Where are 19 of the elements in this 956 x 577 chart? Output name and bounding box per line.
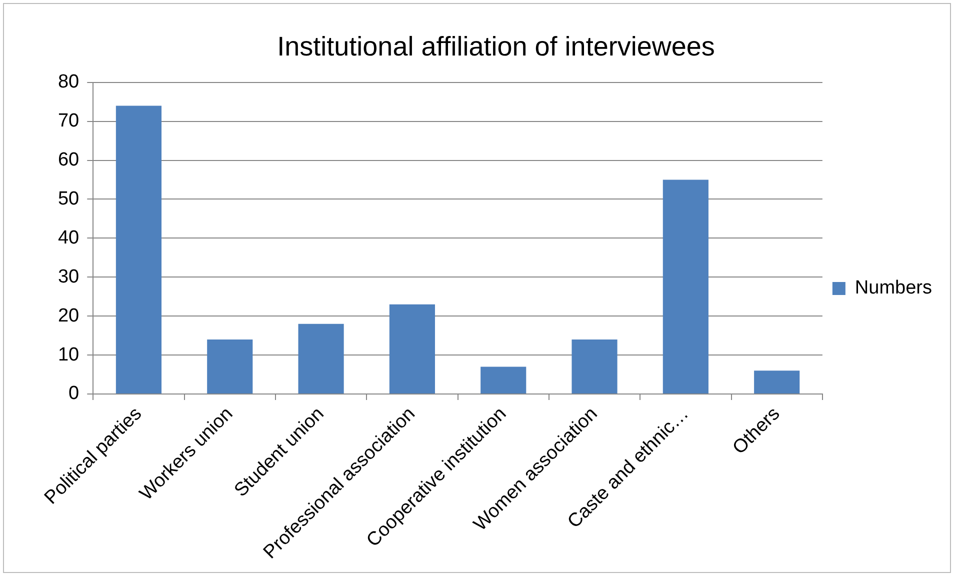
y-tick-label: 70 — [58, 110, 80, 132]
y-tick-label: 20 — [58, 305, 80, 326]
bar — [662, 180, 708, 394]
bar — [480, 366, 526, 394]
bar — [116, 106, 162, 394]
bar — [572, 339, 618, 394]
y-tick-label: 60 — [58, 150, 80, 171]
legend-label: Numbers — [854, 278, 932, 299]
y-tick-label: 0 — [68, 383, 80, 404]
y-tick-label: 10 — [58, 344, 80, 366]
bar — [389, 304, 435, 394]
y-tick-label: 50 — [58, 188, 80, 210]
bar — [298, 324, 344, 394]
bar — [754, 370, 800, 394]
bar — [207, 339, 253, 394]
y-tick-label: 80 — [58, 72, 80, 93]
y-tick-label: 40 — [58, 227, 80, 248]
chart-title: Institutional affiliation of interviewees — [277, 32, 715, 62]
y-tick-label: 30 — [58, 266, 80, 288]
